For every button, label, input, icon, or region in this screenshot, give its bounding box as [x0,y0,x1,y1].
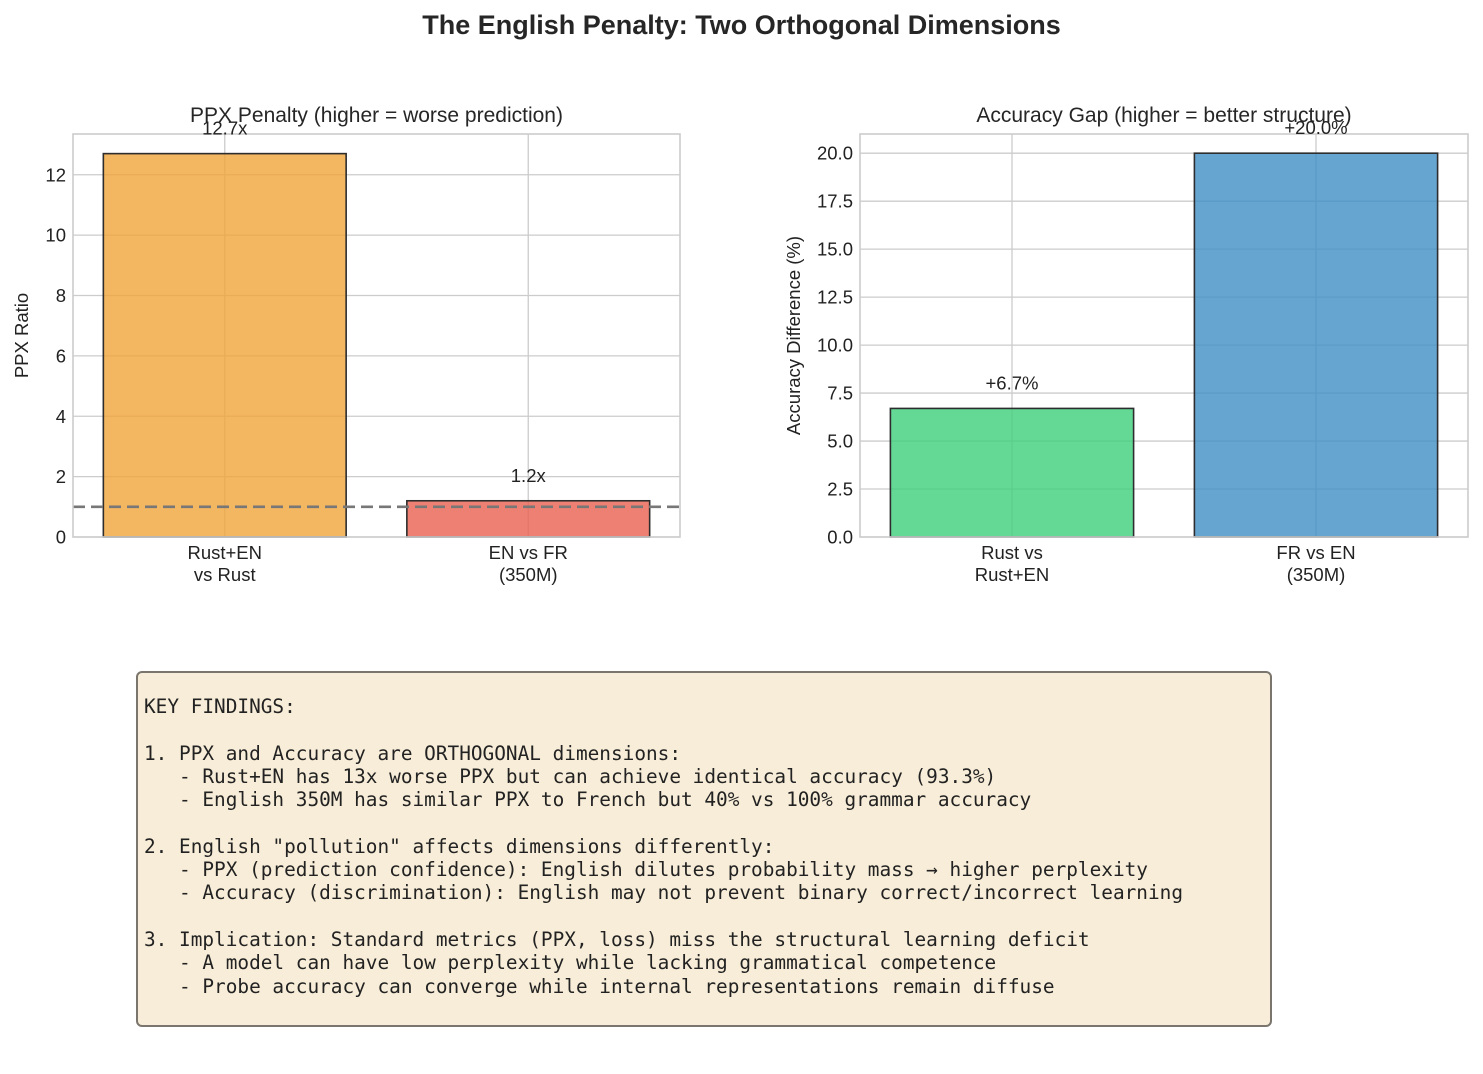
findings-blank-line [144,718,1270,741]
findings-line: - Accuracy (discrimination): English may… [144,881,1183,905]
y-axis-label: Accuracy Difference (%) [783,236,804,435]
bar [889,407,1135,538]
findings-line: - PPX (prediction confidence): English d… [144,858,1148,882]
x-tick-label-line: Rust+EN [975,564,1050,585]
y-tick-label: 12.5 [817,287,853,308]
bar-value-label: +6.7% [986,372,1039,393]
y-tick-label: 2.5 [827,479,853,500]
bar-value-label: 1.2x [511,465,547,486]
key-findings-box: KEY FINDINGS: 1. PPX and Accuracy are ORT… [136,671,1272,1027]
x-tick-label-line: FR vs EN [1276,542,1355,563]
chart-panel-1: 12.7x 1.2x 0 2 4 6 8 10 12 Rust+EN vs Rust EN vs FR… [11,104,681,585]
findings-line: 2. English "pollution" affects dimension… [144,834,775,858]
x-tick-label-line: (350M) [499,564,558,585]
x-tick-label: Rust vs Rust+EN [975,542,1050,585]
axes-frame [859,133,1469,538]
findings-line: 3. Implication: Standard metrics (PPX, l… [144,927,1090,951]
findings-blank-line [144,905,1270,928]
y-tick-label: 7.5 [827,383,853,404]
bar-value-label: 12.7x [202,118,248,139]
y-tick-label: 10.0 [817,335,853,356]
x-tick-label-line: Rust+EN [187,542,262,563]
y-tick-label: 0 [56,527,66,548]
chart-title: Accuracy Gap (higher = better structure) [976,104,1351,127]
y-tick-label: 5.0 [827,431,853,452]
y-tick-label: 15.0 [817,239,853,260]
findings-blank-line [144,811,1270,834]
y-tick-label: 12 [45,164,66,185]
findings-line: - A model can have low perplexity while … [144,951,997,975]
chart-title: PPX Penalty (higher = worse prediction) [190,104,563,127]
findings-line: 1. PPX and Accuracy are ORTHOGONAL dimen… [144,741,682,765]
y-tick-label: 17.5 [817,191,853,212]
y-tick-label: 8 [56,285,66,306]
y-tick-label: 10 [45,225,66,246]
x-tick-label-line: (350M) [1287,564,1346,585]
bar [1193,152,1439,538]
x-tick-label: FR vs EN (350M) [1276,542,1355,585]
bar [102,152,347,538]
findings-line: - Rust+EN has 13x worse PPX but can achi… [144,764,997,788]
x-tick-label-line: vs Rust [194,564,256,585]
bar-value-label: +20.0% [1284,117,1347,138]
x-tick-label-line: EN vs FR [489,542,568,563]
y-tick-label: 20.0 [817,143,853,164]
chart-panel-2: +6.7% +20.0% 0.0 2.5 5.0 7.5 10.0 12.5 15.0 17.5 2… [783,104,1469,585]
findings-line: KEY FINDINGS: [144,695,296,718]
x-tick-label: Rust+EN vs Rust [187,542,262,585]
y-axis-label: PPX Ratio [11,293,32,378]
x-tick-label: EN vs FR (350M) [489,542,568,585]
x-tick-label-line: Rust vs [981,542,1043,563]
findings-line: - English 350M has similar PPX to French… [144,788,1032,812]
findings-line: - Probe accuracy can converge while inte… [144,974,1055,998]
y-tick-label: 2 [56,466,66,487]
y-tick-label: 4 [56,406,66,427]
y-tick-label: 0.0 [827,527,853,548]
axes-frame [72,133,681,538]
figure-title: The English Penalty: Two Orthogonal Dime… [422,10,1061,40]
y-tick-label: 6 [56,345,66,366]
